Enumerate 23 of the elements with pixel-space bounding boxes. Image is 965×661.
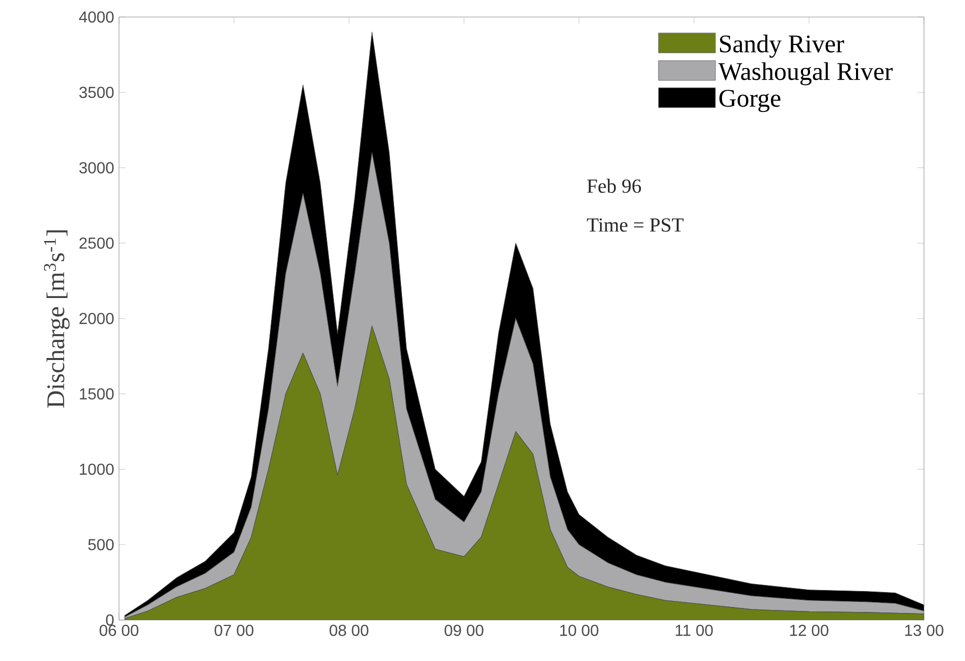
y-tick-label: 1500: [80, 388, 114, 400]
y-tick-label: 2500: [79, 237, 114, 249]
x-tick-label: 10 00: [560, 624, 598, 636]
y-tick-label: 4000: [79, 11, 114, 23]
x-tick-label: 09 00: [444, 624, 484, 636]
y-tick-label: 3500: [79, 86, 114, 98]
x-tick-label: 11 00: [676, 624, 713, 636]
x-tick-label: 06 00: [100, 624, 138, 636]
x-tick-label: 12 00: [790, 624, 828, 636]
annotation: Time = PST: [586, 218, 684, 232]
y-tick-label: 3000: [79, 162, 114, 174]
x-tick-label: 07 00: [214, 624, 254, 636]
legend-label: Sandy River: [720, 34, 844, 58]
legend-label: Washougal River: [718, 62, 893, 86]
y-tick-label: 2000: [79, 312, 114, 324]
y-axis-title: Discharge [m$^{3}$s$^{-1}$]: [44, 230, 70, 408]
x-tick-label: 13 00: [905, 624, 944, 636]
annotation: Feb 96: [587, 178, 641, 193]
y-tick-label: 1000: [80, 464, 114, 475]
x-tick-label: 08 00: [330, 624, 368, 636]
legend-label: Gorge: [719, 90, 780, 112]
y-tick-label: 500: [88, 538, 114, 550]
y-tick-label: 0: [106, 614, 114, 626]
